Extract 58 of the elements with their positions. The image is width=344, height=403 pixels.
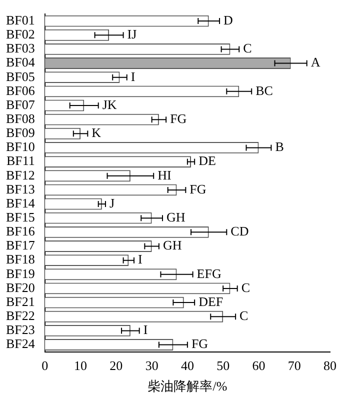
y-tick-label: BF21 — [6, 294, 35, 309]
annotation: K — [92, 125, 102, 140]
x-tick-label: 40 — [180, 358, 194, 374]
x-tick-label: 60 — [252, 358, 266, 374]
annotation: DE — [198, 153, 216, 168]
y-tick-label: BF17 — [6, 238, 36, 253]
annotation: C — [243, 40, 252, 56]
x-tick-label: 30 — [145, 358, 158, 374]
annotation: FG — [191, 336, 208, 352]
x-tick-label: 50 — [216, 358, 230, 374]
y-tick-label: BF20 — [6, 280, 35, 295]
y-tick-label: BF12 — [6, 167, 35, 182]
y-tick-label: BF09 — [6, 125, 35, 140]
annotation: EFG — [196, 266, 222, 281]
annotation: IJ — [127, 26, 137, 42]
annotation: DEF — [198, 294, 224, 309]
y-tick-label: BF06 — [6, 82, 36, 98]
y-tick-label: BF10 — [6, 139, 35, 154]
annotation: A — [310, 54, 321, 70]
annotation: I — [143, 322, 148, 338]
annotation: CD — [230, 224, 249, 239]
annotation: GH — [162, 238, 182, 253]
y-tick-label: BF07 — [6, 96, 36, 112]
y-tick-label: BF22 — [6, 308, 35, 324]
x-tick-label: 10 — [74, 358, 88, 374]
y-tick-label: BF19 — [6, 266, 35, 281]
y-tick-label: BF11 — [6, 153, 35, 168]
y-tick-label: BF16 — [6, 224, 36, 239]
annotation: BC — [256, 82, 273, 98]
x-tick-label: 70 — [288, 358, 301, 374]
annotation: J — [109, 195, 115, 210]
annotation: C — [240, 308, 248, 324]
x-axis-title: 柴油降解率/% — [148, 378, 228, 394]
annotation: HI — [158, 167, 172, 182]
y-tick-label: BF04 — [6, 54, 36, 70]
y-tick-label: BF05 — [6, 68, 35, 84]
annotation: FG — [190, 181, 206, 196]
y-tick-label: BF15 — [6, 210, 35, 225]
annotation: GH — [166, 210, 186, 225]
x-tick-label: 80 — [324, 358, 336, 374]
annotation: C — [241, 280, 250, 295]
y-tick-label: BF01 — [6, 12, 35, 28]
annotation: JK — [102, 96, 118, 112]
x-tick-label: 0 — [42, 358, 48, 374]
annotation: B — [275, 139, 284, 154]
annotation: FG — [170, 110, 187, 126]
annotation: I — [138, 252, 142, 267]
annotation: I — [130, 68, 136, 84]
y-tick-label: BF24 — [6, 336, 36, 352]
y-tick-label: BF08 — [6, 110, 35, 126]
x-tick-label: 20 — [110, 358, 123, 374]
y-tick-label: BF23 — [6, 322, 35, 338]
y-tick-label: BF02 — [6, 26, 35, 42]
y-tick-label: BF14 — [6, 195, 36, 210]
y-tick-label: BF18 — [6, 252, 35, 267]
y-tick-label: BF03 — [6, 40, 35, 56]
y-tick-label: BF13 — [6, 181, 35, 196]
annotation: D — [224, 12, 233, 28]
